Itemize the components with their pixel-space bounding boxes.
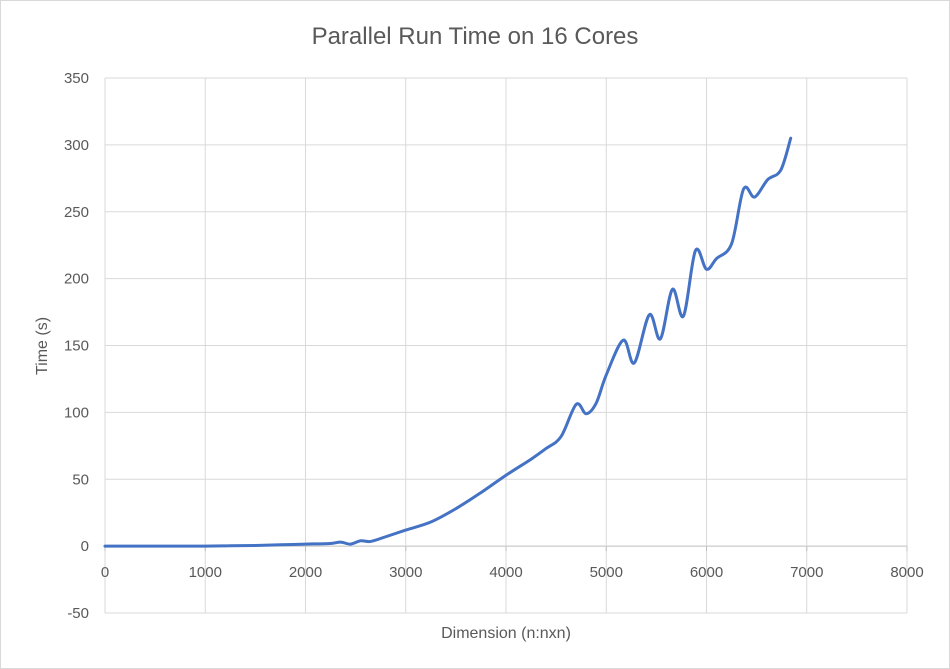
y-tick-label: -50 — [67, 605, 89, 622]
x-tick-label: 2000 — [289, 564, 322, 581]
y-tick-label: 200 — [64, 271, 89, 288]
grid-layer — [104, 77, 908, 614]
y-axis-label: Time (s) — [34, 317, 51, 375]
y-tick-label: 250 — [64, 204, 89, 221]
y-tick-label: 350 — [64, 70, 89, 87]
x-tick-label: 0 — [101, 564, 109, 581]
x-tick-label: 4000 — [489, 564, 522, 581]
x-tick-label: 6000 — [690, 564, 723, 581]
x-tick-label: 5000 — [590, 564, 623, 581]
y-tick-label: 100 — [64, 404, 89, 421]
tick-labels: -50 0 50 100 150 200 250 300 350 0 1000 2000 3000 400… — [64, 70, 924, 622]
y-tick-label: 0 — [81, 538, 89, 555]
series-layer — [103, 136, 793, 548]
x-tick-label: 1000 — [189, 564, 222, 581]
x-tick-label: 7000 — [790, 564, 823, 581]
x-axis-label: Dimension (n:nxn) — [441, 625, 571, 642]
x-tick-label: 3000 — [389, 564, 422, 581]
y-tick-label: 50 — [72, 471, 89, 488]
y-tick-label: 150 — [64, 338, 89, 355]
y-tick-label: 300 — [64, 137, 89, 154]
series-line — [103, 136, 793, 548]
x-tick-label: 8000 — [890, 564, 923, 581]
chart-title: Parallel Run Time on 16 Cores — [312, 23, 639, 50]
